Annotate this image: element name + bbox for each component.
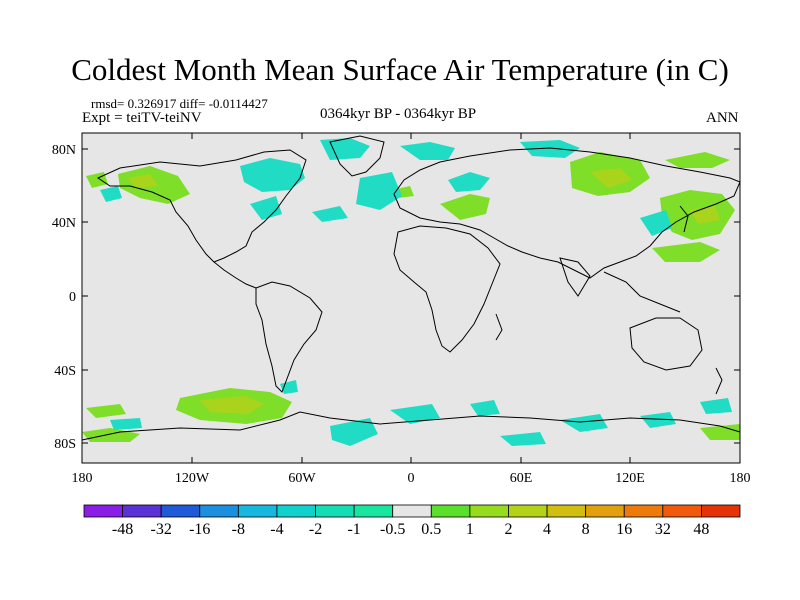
warm-strong-region [200,396,264,414]
lon-axis [81,133,741,463]
cool-anomaly-region [640,210,672,236]
coastline-australia [629,317,703,371]
lon-label-180w: 180 [72,471,93,486]
lon-label-180e: 180 [730,471,751,486]
colorbar-box [122,504,162,518]
colorbar-box [83,504,123,518]
cool-anomaly-region [520,140,580,158]
colorbar-label: -8 [232,521,245,538]
colorbar-label: 0.5 [421,521,441,538]
colorbar-box [623,504,664,518]
rmsd-diff-stats: rmsd= 0.326917 diff= -0.0114427 [91,96,268,111]
coastline-india [559,257,591,297]
coastline-central-america [213,261,257,289]
cool-anomaly-region [320,138,370,160]
colorbar-label: -32 [151,521,172,538]
coastline-greenland [329,135,385,177]
warm-anomaly-region [652,242,720,262]
lat-label-80n: 80N [52,143,76,158]
colorbar [83,504,741,518]
cool-anomaly-region [470,400,500,416]
cool-anomaly-region [280,380,298,394]
coastline-madagascar [495,313,503,341]
cool-anomaly-region [110,418,142,430]
lon-label-60e: 60E [510,471,533,486]
colorbar-box [430,504,471,518]
cool-anomaly-region [700,398,732,414]
cool-anomaly-region [390,404,440,424]
lon-label-60w: 60W [288,471,316,486]
experiment-label: Expt = teiTV-teiNV [82,110,202,126]
warm-anomaly-region [440,194,490,220]
colorbar-box [353,504,394,518]
colorbar-label: -2 [309,521,322,538]
colorbar-box [662,504,702,518]
coastlines [81,135,741,441]
lon-tick-labels: 180 120W 60W 0 60E 120E 180 [72,471,751,486]
coastline-south-america [255,281,323,393]
lon-label-0: 0 [408,471,415,486]
cool-anomaly-region [330,418,378,446]
colorbar-box [160,504,201,518]
cool-anomaly-region [356,172,402,210]
coastline-africa [393,225,501,353]
colorbar-label: -0.5 [380,521,405,538]
anomaly-shading [82,138,740,446]
coastline-eurasia [393,147,741,279]
lat-label-40s: 40S [54,364,76,379]
colorbar-box [199,504,239,518]
lat-label-80s: 80S [54,437,76,452]
coastline-southeast-asia [603,271,681,313]
colorbar-label: 32 [655,521,671,538]
lat-axis [82,148,740,444]
coastline-north-america [96,149,307,263]
colorbar-label: 8 [582,521,590,538]
colorbar-label: 4 [543,521,551,538]
cool-anomaly-region [250,196,282,220]
coastline-japan [679,205,689,233]
colorbar-label: 48 [693,521,709,538]
colorbar-label: -16 [189,521,210,538]
colorbar-label: -4 [270,521,283,538]
colorbar-box [469,504,509,518]
cool-anomaly-region [560,414,608,432]
colorbar-labels: -48 -32 -16 -8 -4 -2 -1 -0.5 0.5 1 2 4 8 16 32 48 [112,521,709,538]
cool-anomaly-region [500,432,546,446]
lon-label-120w: 120W [175,471,210,486]
warm-anomaly-region [665,152,730,168]
coastline-antarctica [81,411,741,441]
colorbar-box [508,504,548,518]
lat-label-40n: 40N [52,216,76,231]
warm-strong-region [128,174,158,188]
lat-label-0: 0 [69,290,76,305]
colorbar-box [276,504,316,518]
lon-label-120e: 120E [615,471,645,486]
cool-anomaly-region [100,186,122,202]
colorbar-box [392,504,432,518]
cool-anomaly-region [640,412,676,428]
colorbar-label: -1 [347,521,360,538]
period-label: 0364kyr BP - 0364kyr BP [320,106,477,122]
colorbar-box [546,504,587,518]
warm-anomaly-region [700,424,740,440]
colorbar-box [237,504,278,518]
plot-title: Coldest Month Mean Surface Air Temperatu… [71,52,729,87]
cool-anomaly-region [400,142,455,160]
warm-strong-region [590,168,632,188]
colorbar-label: 16 [616,521,632,538]
colorbar-box [701,504,741,518]
colorbar-label: -48 [112,521,133,538]
colorbar-box [585,504,625,518]
cool-anomaly-region [240,158,305,192]
warm-anomaly-region [86,404,126,418]
season-label: ANN [706,110,739,126]
colorbar-label: 1 [466,521,474,538]
colorbar-label: 2 [504,521,512,538]
cool-anomaly-region [312,206,348,222]
lat-tick-labels: 80N 40N 0 40S 80S [52,143,76,452]
colorbar-box [315,504,355,518]
cool-anomaly-region [448,172,490,192]
coastline-new-zealand [715,367,723,395]
